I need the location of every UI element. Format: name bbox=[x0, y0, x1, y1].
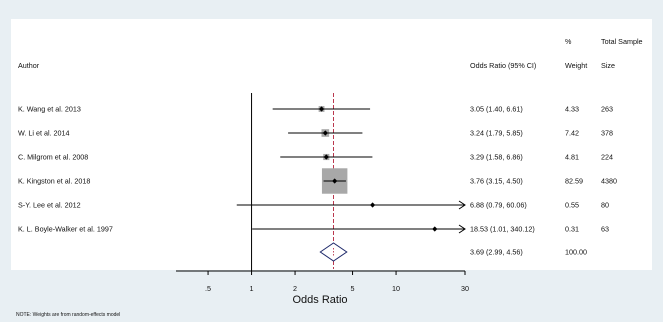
x-tick-label: .5 bbox=[205, 284, 211, 293]
study-author: W. Li et al. 2014 bbox=[18, 129, 70, 138]
study-point-estimate bbox=[369, 202, 376, 208]
study-point-estimate bbox=[322, 130, 328, 136]
x-tick-label: 2 bbox=[293, 284, 297, 293]
x-axis-title: Odds Ratio bbox=[292, 294, 347, 306]
study-author: K. Kingston et al. 2018 bbox=[18, 177, 90, 186]
study-sample-size: 63 bbox=[601, 225, 609, 234]
header-weight-bottom: Weight bbox=[565, 61, 587, 70]
study-point-estimate bbox=[432, 226, 438, 232]
study-sample-size: 224 bbox=[601, 153, 613, 162]
study-weight: 7.42 bbox=[565, 129, 579, 138]
study-weight: 0.31 bbox=[565, 225, 579, 234]
header-author: Author bbox=[18, 61, 40, 70]
study-author: C. Milgrom et al. 2008 bbox=[18, 153, 88, 162]
ci-arrow-right bbox=[458, 224, 466, 234]
header-or-ci: Odds Ratio (95% CI) bbox=[470, 61, 536, 70]
study-or-ci: 3.05 (1.40, 6.61) bbox=[470, 105, 523, 114]
study-point-estimate bbox=[323, 154, 329, 160]
ci-arrow-right bbox=[458, 200, 466, 210]
x-tick-label: 1 bbox=[250, 284, 254, 293]
study-or-ci: 3.29 (1.58, 6.86) bbox=[470, 153, 523, 162]
study-or-ci: 18.53 (1.01, 340.12) bbox=[470, 225, 535, 234]
study-author: S-Y. Lee et al. 2012 bbox=[18, 201, 81, 210]
study-author: K. Wang et al. 2013 bbox=[18, 105, 81, 114]
x-tick-label: 5 bbox=[351, 284, 355, 293]
plot-panel bbox=[11, 19, 652, 270]
study-sample-size: 378 bbox=[601, 129, 613, 138]
study-author: K. L. Boyle-Walker et al. 1997 bbox=[18, 225, 113, 234]
header-size-bottom: Size bbox=[601, 61, 615, 70]
overall-or-ci: 3.69 (2.99, 4.56) bbox=[470, 248, 523, 257]
study-sample-size: 80 bbox=[601, 201, 609, 210]
study-point-estimate bbox=[332, 178, 338, 184]
study-weight: 82.59 bbox=[565, 177, 583, 186]
header-size-top: Total Sample bbox=[601, 37, 643, 46]
x-tick-label: 30 bbox=[461, 284, 469, 293]
study-weight: 4.81 bbox=[565, 153, 579, 162]
study-weight: 4.33 bbox=[565, 105, 579, 114]
study-or-ci: 3.76 (3.15, 4.50) bbox=[470, 177, 523, 186]
study-sample-size: 263 bbox=[601, 105, 613, 114]
header-weight-top: % bbox=[565, 37, 572, 46]
study-point-estimate bbox=[318, 106, 325, 112]
study-sample-size: 4380 bbox=[601, 177, 617, 186]
footnote: NOTE: Weights are from random-effects mo… bbox=[16, 312, 120, 318]
overall-weight: 100.00 bbox=[565, 248, 587, 257]
x-tick-label: 10 bbox=[392, 284, 400, 293]
study-or-ci: 6.88 (0.79, 60.06) bbox=[470, 201, 527, 210]
study-or-ci: 3.24 (1.79, 5.85) bbox=[470, 129, 523, 138]
study-weight: 0.55 bbox=[565, 201, 579, 210]
